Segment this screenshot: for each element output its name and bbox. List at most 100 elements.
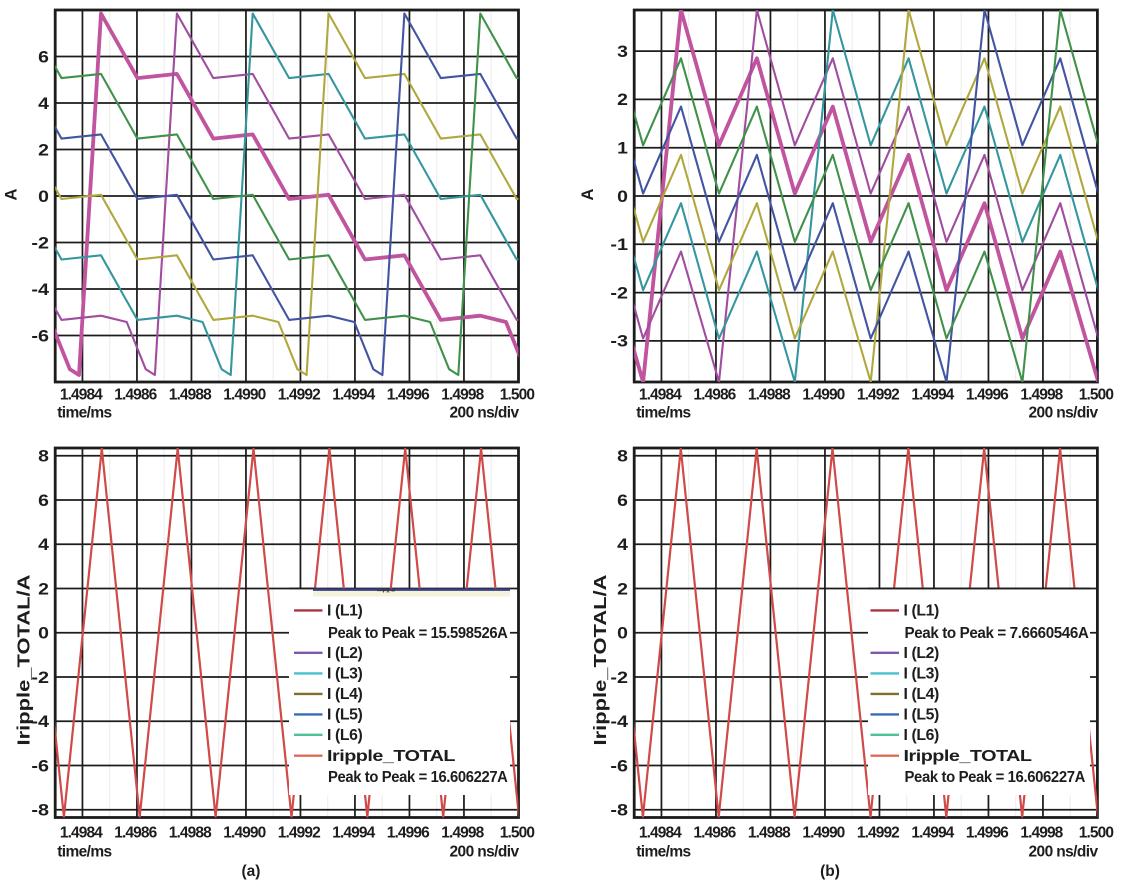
svg-text:-6: -6	[31, 757, 49, 775]
svg-text:Peak to Peak = 15.598526A: Peak to Peak = 15.598526A	[328, 625, 508, 642]
svg-text:200 ns/div: 200 ns/div	[450, 844, 520, 861]
svg-text:1.4990: 1.4990	[802, 825, 844, 842]
svg-text:0: 0	[38, 625, 49, 643]
svg-text:1.4998: 1.4998	[441, 825, 484, 842]
svg-text:200 ns/div: 200 ns/div	[1029, 844, 1099, 861]
svg-text:Peak to Peak = 7.6660546A: Peak to Peak = 7.6660546A	[905, 625, 1089, 642]
svg-text:2: 2	[617, 580, 628, 598]
svg-text:1.4992: 1.4992	[857, 825, 899, 842]
svg-text:I (L5): I (L5)	[327, 707, 362, 724]
svg-text:0: 0	[617, 188, 628, 206]
svg-text:-1: -1	[610, 236, 628, 254]
svg-text:I (L3): I (L3)	[327, 666, 362, 683]
svg-text:1.4988: 1.4988	[748, 825, 791, 842]
svg-text:Iripple_TOTAL: Iripple_TOTAL	[327, 748, 456, 765]
svg-text:time/ms: time/ms	[57, 844, 111, 861]
svg-text:1.4998: 1.4998	[1020, 825, 1063, 842]
svg-text:1.4984: 1.4984	[639, 825, 682, 842]
svg-text:1.4986: 1.4986	[693, 387, 736, 404]
svg-text:I (L5): I (L5)	[904, 707, 939, 724]
svg-text:1.4996: 1.4996	[387, 825, 430, 842]
svg-text:8: 8	[38, 448, 49, 466]
svg-text:6: 6	[617, 492, 628, 510]
svg-text:-2: -2	[610, 669, 628, 687]
svg-text:(a): (a)	[242, 863, 261, 880]
svg-text:1.4990: 1.4990	[223, 387, 265, 404]
svg-text:1.4994: 1.4994	[332, 387, 375, 404]
svg-text:6: 6	[38, 48, 49, 66]
svg-text:A: A	[3, 188, 21, 200]
svg-text:1.4996: 1.4996	[966, 387, 1009, 404]
svg-text:-4: -4	[610, 713, 628, 731]
svg-text:1.4990: 1.4990	[223, 825, 265, 842]
svg-text:1.4986: 1.4986	[114, 825, 157, 842]
svg-text:1: 1	[617, 140, 628, 158]
svg-text:1.4988: 1.4988	[169, 387, 212, 404]
svg-text:6: 6	[38, 492, 49, 510]
svg-text:I (L4): I (L4)	[327, 686, 362, 703]
svg-text:Iripple_TOTAL: Iripple_TOTAL	[904, 748, 1033, 765]
svg-text:1.4984: 1.4984	[60, 825, 103, 842]
svg-text:1.500: 1.500	[1079, 825, 1114, 842]
svg-text:1.4984: 1.4984	[60, 387, 103, 404]
svg-text:-3: -3	[610, 333, 628, 351]
svg-text:0: 0	[617, 625, 628, 643]
svg-text:1.500: 1.500	[500, 825, 535, 842]
svg-text:-2: -2	[31, 669, 49, 687]
svg-text:Iripple_TOTAL/A: Iripple_TOTAL/A	[590, 575, 610, 746]
svg-text:1.500: 1.500	[500, 387, 535, 404]
svg-text:2: 2	[617, 91, 628, 109]
svg-text:time/ms: time/ms	[636, 405, 690, 422]
svg-text:4: 4	[38, 95, 49, 113]
svg-text:-8: -8	[31, 802, 49, 820]
svg-text:-6: -6	[610, 757, 628, 775]
svg-text:Peak to Peak = 16.606227A: Peak to Peak = 16.606227A	[328, 769, 508, 786]
svg-text:4: 4	[38, 536, 49, 554]
svg-text:—Pk·••: —Pk·••	[377, 589, 395, 595]
svg-text:1.500: 1.500	[1079, 387, 1114, 404]
svg-text:1.4996: 1.4996	[387, 387, 430, 404]
svg-text:-2: -2	[31, 234, 49, 252]
svg-text:-4: -4	[31, 713, 49, 731]
svg-text:time/ms: time/ms	[57, 405, 111, 422]
svg-text:1.4992: 1.4992	[857, 387, 899, 404]
svg-text:200 ns/div: 200 ns/div	[1029, 405, 1099, 422]
svg-text:1.4994: 1.4994	[332, 825, 375, 842]
svg-text:1.4986: 1.4986	[693, 825, 736, 842]
svg-text:I (L2): I (L2)	[327, 645, 362, 662]
svg-text:3: 3	[617, 43, 628, 61]
svg-text:A: A	[579, 188, 597, 200]
svg-text:I (L3): I (L3)	[904, 666, 939, 683]
svg-text:1.4996: 1.4996	[966, 825, 1009, 842]
svg-text:200 ns/div: 200 ns/div	[450, 405, 520, 422]
svg-text:1.4984: 1.4984	[639, 387, 682, 404]
svg-text:1.4992: 1.4992	[278, 387, 320, 404]
svg-text:1.4998: 1.4998	[1020, 387, 1063, 404]
svg-text:I (L6): I (L6)	[327, 727, 362, 744]
svg-text:2: 2	[38, 141, 49, 159]
svg-text:-4: -4	[31, 281, 49, 299]
svg-text:1.4994: 1.4994	[911, 825, 954, 842]
svg-text:1.4986: 1.4986	[114, 387, 157, 404]
svg-text:Peak to Peak = 16.606227A: Peak to Peak = 16.606227A	[905, 769, 1086, 786]
svg-text:time/ms: time/ms	[636, 844, 690, 861]
svg-text:8: 8	[617, 448, 628, 466]
svg-text:-8: -8	[610, 802, 628, 820]
svg-text:-6: -6	[31, 327, 49, 345]
svg-text:(b): (b)	[820, 863, 840, 880]
svg-text:1.4992: 1.4992	[278, 825, 320, 842]
svg-text:0: 0	[38, 188, 49, 206]
svg-text:4: 4	[617, 536, 628, 554]
svg-text:1.4988: 1.4988	[748, 387, 791, 404]
svg-text:I (L4): I (L4)	[904, 686, 939, 703]
svg-text:1.4994: 1.4994	[911, 387, 954, 404]
svg-text:Iripple_TOTAL/A: Iripple_TOTAL/A	[14, 575, 34, 746]
svg-text:-2: -2	[610, 284, 628, 302]
svg-text:1.4990: 1.4990	[802, 387, 844, 404]
svg-text:I (L2): I (L2)	[904, 645, 939, 662]
svg-text:2: 2	[38, 580, 49, 598]
svg-text:I (L1): I (L1)	[327, 603, 362, 620]
svg-text:1.4988: 1.4988	[169, 825, 212, 842]
svg-text:I (L6): I (L6)	[904, 727, 939, 744]
svg-text:I (L1): I (L1)	[904, 603, 939, 620]
